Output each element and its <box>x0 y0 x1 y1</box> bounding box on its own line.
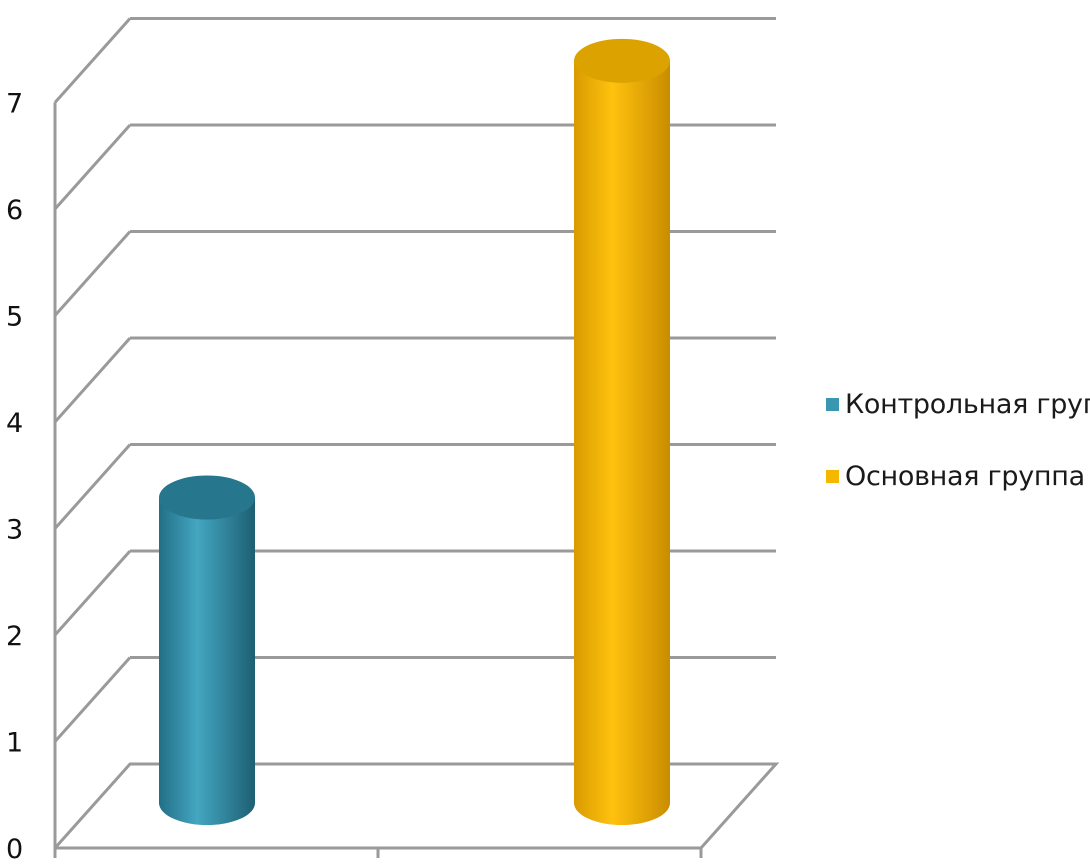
y-tick-label-2: 2 <box>6 621 23 652</box>
y-tick-label-1: 1 <box>6 728 23 759</box>
bar-1 <box>574 38 670 826</box>
legend-label-main: Основная группа <box>845 460 1085 492</box>
bar-top-0 <box>159 475 255 520</box>
legend-item-control: Контрольная группа <box>826 382 1090 426</box>
gridline-side-6 <box>53 124 132 210</box>
y-tick-label-3: 3 <box>6 515 23 546</box>
gridline-side-7 <box>53 17 132 104</box>
bar-body-1 <box>574 60 670 826</box>
y-tick-label-4: 4 <box>6 408 23 439</box>
legend-label-control: Контрольная группа <box>845 388 1090 420</box>
legend-swatch-main <box>826 469 839 483</box>
gridline-side-2 <box>53 550 132 636</box>
y-tick-label-6: 6 <box>6 195 23 226</box>
bar-top-1 <box>574 38 670 83</box>
y-tick-label-0: 0 <box>6 834 23 863</box>
legend-swatch-control <box>826 397 839 411</box>
y-tick-label-5: 5 <box>6 302 23 333</box>
bar-0 <box>159 475 255 825</box>
legend-item-main: Основная группа <box>826 454 1090 498</box>
legend: Контрольная группа Основная группа <box>826 382 1090 526</box>
gridline-side-1 <box>53 656 132 743</box>
floor-outline <box>53 762 780 849</box>
bar-body-0 <box>159 497 255 825</box>
gridline-side-4 <box>53 337 132 423</box>
gridline-side-3 <box>53 443 132 530</box>
gridline-side-5 <box>53 230 132 317</box>
y-tick-label-7: 7 <box>6 89 23 120</box>
